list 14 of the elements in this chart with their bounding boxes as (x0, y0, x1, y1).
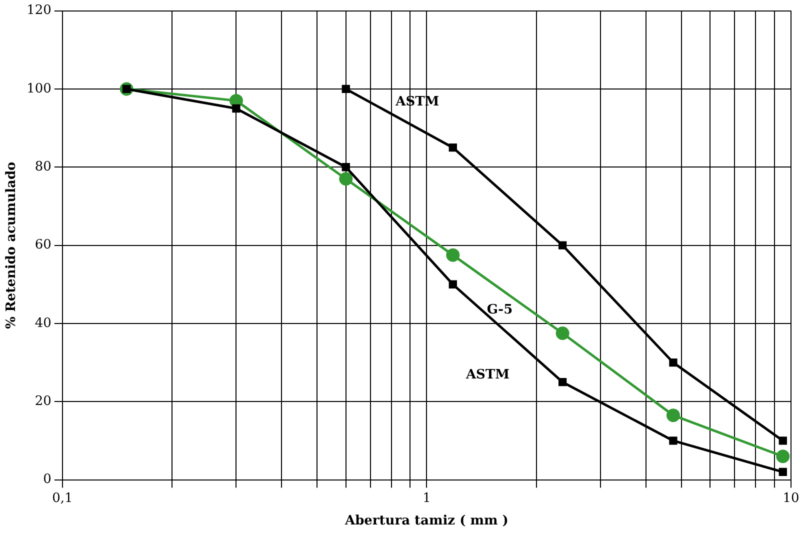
y-tick-label: 80 (34, 160, 52, 175)
series-label: ASTM (464, 368, 510, 383)
y-tick-label: 120 (26, 3, 52, 18)
y-tick-label: 40 (34, 316, 52, 331)
x-tick-label: 1 (422, 490, 431, 506)
y-tick-label: 20 (34, 394, 52, 410)
x-axis-title: Abertura tamiz ( mm ) (344, 514, 508, 529)
x-tick-label: 0,1 (52, 490, 73, 506)
series-label: G-5 (486, 302, 513, 318)
y-axis-title: % Retenido acumulado (4, 161, 20, 329)
y-tick-label: 100 (26, 81, 52, 96)
y-tick-label: 0 (43, 472, 52, 488)
y-tick-label: 60 (34, 238, 52, 253)
x-tick-label: 10 (782, 490, 800, 506)
